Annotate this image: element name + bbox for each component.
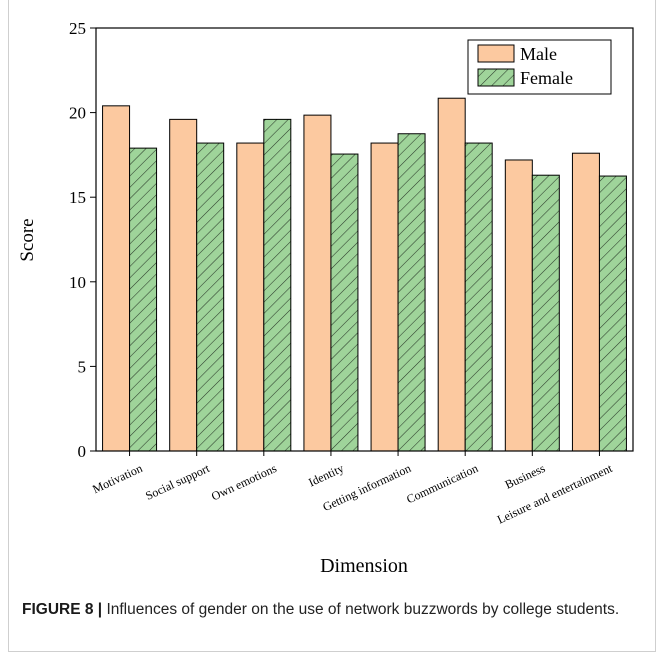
bar-female-identity (330, 153, 359, 452)
y-tick-label: 10 (69, 273, 86, 292)
bars-layer (102, 97, 627, 452)
bar-male-own-emotions (236, 142, 265, 452)
y-tick-label: 5 (78, 357, 87, 376)
legend-label-female: Female (520, 68, 573, 88)
y-tick-label: 25 (69, 19, 86, 38)
bar-female-communication (464, 142, 493, 452)
x-tick-label: Identity (306, 461, 346, 489)
bar-male-motivation (102, 105, 131, 452)
bar-female-leisure-and-entertainment (598, 175, 627, 452)
x-tick-label: Communication (404, 461, 480, 506)
y-axis-label: Score (17, 218, 38, 261)
x-tick-label: Motivation (90, 461, 144, 496)
x-tick-label: Leisure and entertainment (495, 461, 615, 527)
plot-frame (95, 27, 634, 452)
bar-male-identity (303, 114, 332, 452)
bar-male-leisure-and-entertainment (571, 152, 600, 452)
bar-male-social-support (169, 118, 198, 452)
legend-swatch-male (477, 44, 515, 63)
x-axis-label: Dimension (320, 555, 408, 577)
x-tick-label: Business (503, 461, 548, 492)
x-tick-label: Social support (143, 461, 212, 503)
y-tick-label: 0 (78, 442, 87, 461)
figure-caption-text: Influences of gender on the use of netwo… (102, 601, 620, 618)
bar-female-own-emotions (263, 118, 292, 452)
figure-label: FIGURE 8 | (22, 601, 103, 618)
bar-female-business (531, 174, 560, 452)
y-tick-label: 15 (69, 188, 86, 207)
x-tick-label: Own emotions (209, 461, 279, 504)
figure-frame (8, 0, 656, 652)
bar-female-social-support (196, 142, 225, 452)
legend: Male Female (467, 39, 612, 95)
bar-male-getting-information (370, 142, 399, 452)
bar-male-business (504, 159, 533, 452)
legend-label-male: Male (520, 44, 557, 64)
bar-female-getting-information (397, 133, 426, 452)
legend-swatch-female (477, 68, 515, 87)
bar-male-communication (437, 97, 466, 452)
y-tick-label: 20 (69, 104, 86, 123)
bar-female-motivation (129, 147, 158, 452)
figure-caption: FIGURE 8 | Influences of gender on the u… (22, 600, 632, 620)
